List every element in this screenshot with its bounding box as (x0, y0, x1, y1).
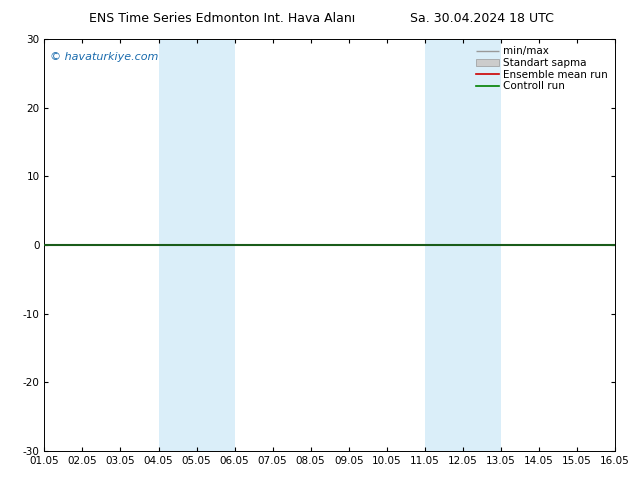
Bar (197, 39, 235, 451)
Bar (425, 39, 463, 451)
Text: ENS Time Series Edmonton Int. Hava Alanı: ENS Time Series Edmonton Int. Hava Alanı (89, 12, 355, 25)
Legend: min/max, Standart sapma, Ensemble mean run, Controll run: min/max, Standart sapma, Ensemble mean r… (474, 45, 610, 93)
Bar (158, 39, 197, 451)
Bar (463, 39, 501, 451)
Text: Sa. 30.04.2024 18 UTC: Sa. 30.04.2024 18 UTC (410, 12, 553, 25)
Text: © havaturkiye.com: © havaturkiye.com (50, 51, 158, 62)
